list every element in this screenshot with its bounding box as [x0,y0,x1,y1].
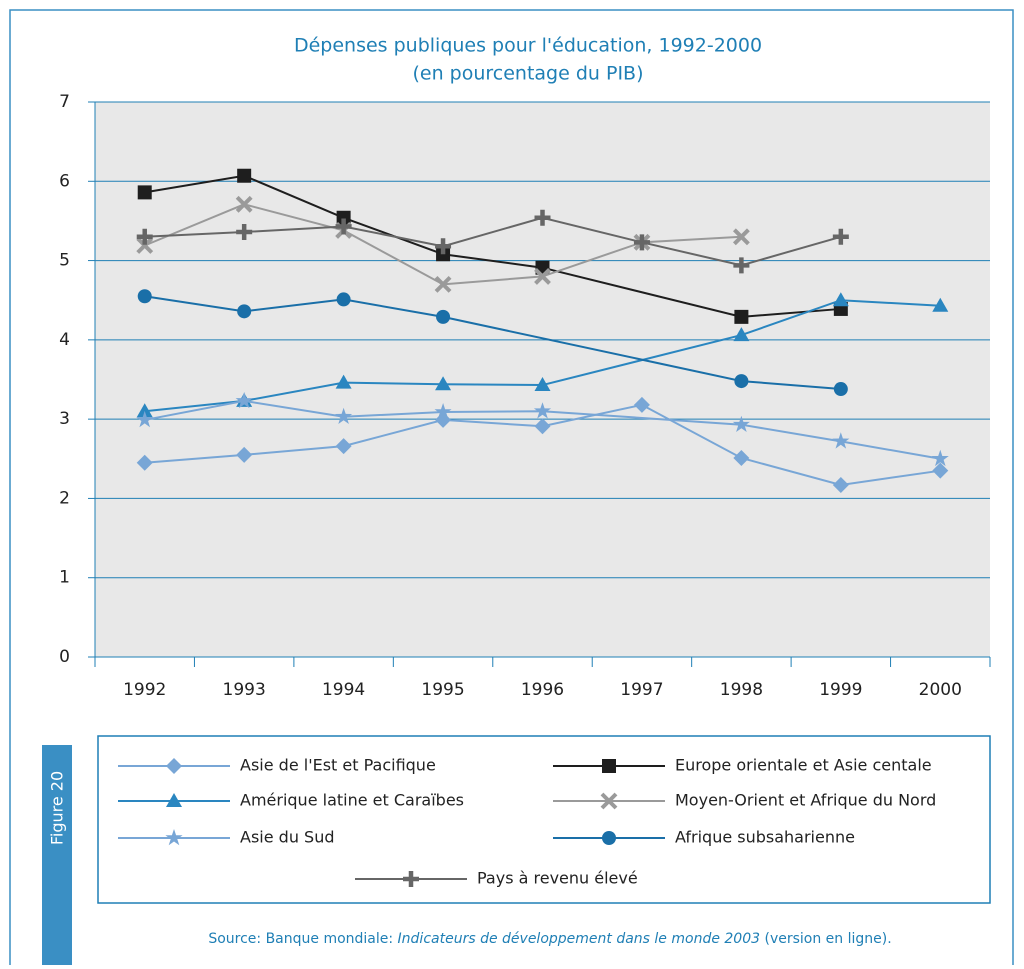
data-point [734,309,749,324]
data-point [335,374,352,389]
source-title: Indicateurs de développement dans le mon… [398,931,760,947]
data-point [235,391,253,409]
x-tick-label: 1998 [720,680,763,700]
legend-marker [166,793,182,807]
data-point [137,185,152,200]
data-point [137,289,152,304]
legend-marker [165,829,183,846]
x-tick-label: 1995 [421,680,464,700]
x-tick-label: 1997 [620,680,663,700]
data-point [932,297,949,312]
legend-marker [602,759,616,773]
data-point [733,449,750,466]
data-point [833,382,848,397]
y-tick-label: 2 [59,488,70,508]
data-point [136,410,154,428]
data-point [236,446,253,463]
data-point [336,292,351,307]
data-point [136,454,153,471]
legend-box [97,735,991,904]
legend-marker [166,758,182,774]
x-tick-label: 1994 [322,680,365,700]
data-point [832,228,849,245]
series-line [144,299,941,413]
x-tick-label: 2000 [919,680,962,700]
data-point [237,168,252,183]
data-point [832,292,849,307]
y-tick-label: 4 [59,330,70,350]
x-tick-label: 1996 [521,680,564,700]
y-tick-label: 0 [59,647,70,667]
data-point [534,377,551,392]
x-tick-label: 1993 [223,680,266,700]
series-line [144,216,842,267]
data-point [633,234,650,251]
data-point [434,403,452,420]
data-point [733,327,750,342]
source-prefix: Source: Banque mondiale: [208,931,397,947]
data-point [336,210,351,225]
series-line [144,295,841,391]
x-tick-label: 1992 [123,680,166,700]
data-point [633,396,650,413]
y-tick-label: 7 [59,92,70,112]
data-point [335,218,352,235]
data-point [136,237,154,254]
data-point [434,275,452,293]
data-point [832,432,850,449]
source-note: Source: Banque mondiale: Indicateurs de … [208,931,891,947]
chart-title: Dépenses publiques pour l'éducation, 199… [294,35,762,57]
data-point [436,309,451,324]
source-suffix: (version en ligne). [760,931,892,947]
figure-label-box [42,745,72,965]
legend-label: Moyen-Orient et Afrique du Nord [675,791,936,810]
data-point [235,195,253,213]
y-tick-label: 3 [59,409,70,429]
data-point [733,257,750,274]
data-point [335,407,353,424]
data-point [237,304,252,319]
legend-marker [403,871,419,887]
data-point [732,415,750,432]
series-line [144,399,941,460]
legend-label: Afrique subsaharienne [675,828,855,847]
frame [9,9,1014,965]
legend-label: Asie du Sud [240,828,335,847]
y-tick-label: 1 [59,568,70,588]
legend-label: Amérique latine et Caraïbes [240,791,464,810]
y-tick-label: 6 [59,171,70,191]
data-point [534,209,551,226]
data-point [931,449,949,467]
figure-label: Figure 20 [48,771,67,845]
legend-marker [600,792,618,810]
legend-marker [602,831,616,845]
legend-label: Europe orientale et Asie centale [675,756,932,775]
data-point [734,374,749,389]
data-point [236,224,253,241]
data-point [534,268,551,285]
data-point [932,462,949,479]
data-point [533,402,552,419]
data-point [534,418,551,435]
x-tick-label: 1999 [819,680,862,700]
data-point [435,238,452,255]
data-point [435,376,452,391]
legend-label: Asie de l'Est et Pacifique [240,756,436,775]
legend-label: Pays à revenu élevé [477,869,638,888]
data-point [832,476,849,493]
data-point [732,228,750,246]
y-tick-label: 5 [59,251,70,271]
chart-subtitle: (en pourcentage du PIB) [412,63,643,85]
data-point [136,403,153,418]
data-point [136,228,153,245]
data-point [335,438,352,455]
